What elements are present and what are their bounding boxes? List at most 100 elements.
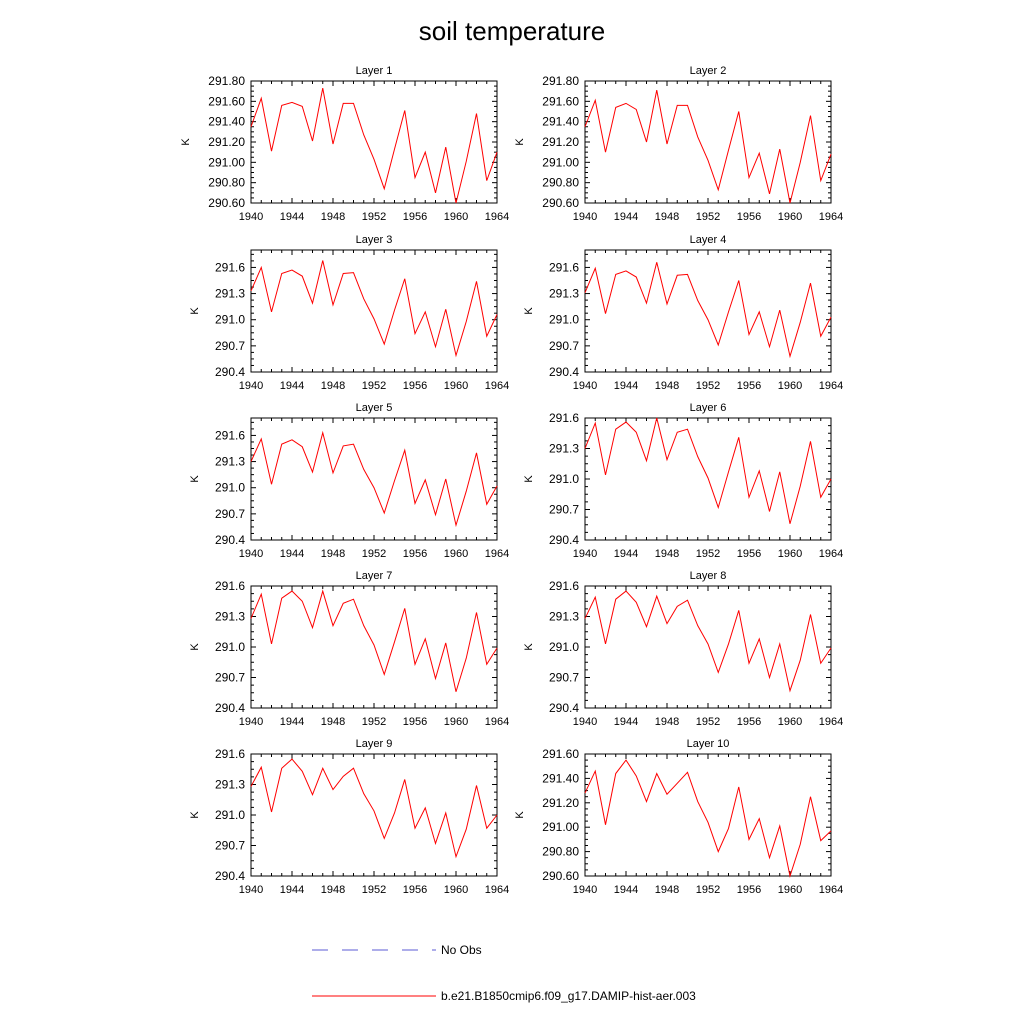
x-tick-label: 1948 (655, 548, 679, 560)
x-tick-label: 1944 (280, 884, 304, 896)
x-tick-label: 1960 (778, 380, 802, 392)
plot-frame (250, 585, 498, 709)
x-tick-label: 1964 (485, 884, 509, 896)
x-tick-label: 1960 (778, 548, 802, 560)
panel-9: Layer 9 K 1940 1944 1948 1952 1956 1960 1964 290.… (189, 738, 509, 896)
panel-title: Layer 5 (356, 402, 393, 414)
legend: No Obs b.e21.B1850cmip6.f09_g17.DAMIP-hi… (312, 943, 696, 1003)
x-tick-label: 1960 (444, 211, 468, 223)
x-tick-label: 1964 (819, 884, 843, 896)
y-tick-label: 291.6 (215, 260, 245, 274)
x-tick-label: 1944 (614, 380, 638, 392)
y-tick-label: 291.6 (215, 579, 245, 593)
panel-title: Layer 2 (690, 65, 727, 77)
panel-10: Layer 10 K 1940 1944 1948 1952 1956 1960 1964 290… (514, 738, 843, 896)
y-tick-label: 291.0 (215, 481, 245, 495)
x-tick-label: 1944 (280, 716, 304, 728)
y-tick-label: 291.6 (549, 579, 579, 593)
x-tick-label: 1960 (778, 884, 802, 896)
y-tick-label: 291.00 (542, 155, 579, 169)
x-tick-label: 1956 (737, 548, 761, 560)
y-tick-label: 290.4 (215, 869, 245, 883)
y-tick-label: 291.3 (215, 778, 245, 792)
panel-title: Layer 4 (690, 234, 727, 246)
x-tick-label: 1944 (614, 716, 638, 728)
x-tick-label: 1952 (696, 211, 720, 223)
y-axis-label: K (523, 643, 535, 651)
y-tick-label: 290.7 (549, 339, 579, 353)
y-tick-label: 291.6 (549, 411, 579, 425)
series-line (250, 589, 498, 692)
y-axis-label: K (189, 811, 201, 819)
x-tick-label: 1964 (819, 380, 843, 392)
y-tick-label: 290.60 (208, 196, 245, 210)
y-tick-label: 290.7 (215, 839, 245, 853)
y-tick-label: 291.20 (542, 135, 579, 149)
y-tick-label: 290.4 (549, 533, 579, 547)
legend-label-model: b.e21.B1850cmip6.f09_g17.DAMIP-hist-aer.… (441, 989, 696, 1003)
y-tick-label: 291.20 (542, 796, 579, 810)
x-tick-label: 1948 (655, 211, 679, 223)
y-axis-label: K (523, 307, 535, 315)
y-tick-label: 291.00 (542, 820, 579, 834)
x-tick-label: 1956 (403, 211, 427, 223)
plot-frame (584, 585, 832, 709)
y-tick-label: 290.4 (215, 533, 245, 547)
x-tick-label: 1960 (778, 211, 802, 223)
y-tick-label: 291.0 (549, 640, 579, 654)
x-tick-label: 1940 (573, 716, 597, 728)
x-tick-label: 1956 (403, 548, 427, 560)
x-tick-label: 1964 (485, 548, 509, 560)
legend-label-no-obs: No Obs (441, 943, 482, 957)
x-tick-label: 1944 (614, 211, 638, 223)
y-tick-label: 290.7 (215, 339, 245, 353)
panel-title: Layer 3 (356, 234, 393, 246)
panel-title: Layer 7 (356, 570, 393, 582)
y-axis-label: K (514, 138, 526, 146)
x-tick-label: 1956 (737, 380, 761, 392)
y-tick-label: 290.60 (542, 869, 579, 883)
y-tick-label: 290.7 (215, 671, 245, 685)
y-tick-label: 291.60 (542, 94, 579, 108)
x-tick-label: 1948 (321, 211, 345, 223)
x-tick-label: 1948 (321, 380, 345, 392)
x-tick-label: 1956 (403, 716, 427, 728)
x-tick-label: 1956 (737, 211, 761, 223)
x-tick-label: 1940 (239, 884, 263, 896)
panel-3: Layer 3 K 1940 1944 1948 1952 1956 1960 1964 290.… (189, 234, 509, 392)
chart-panels: Layer 1 K 1940 1944 1948 1952 1956 1960 1964 290.… (180, 65, 843, 896)
series-line (250, 430, 498, 528)
x-tick-label: 1940 (239, 211, 263, 223)
x-tick-label: 1940 (239, 380, 263, 392)
y-tick-label: 291.3 (215, 455, 245, 469)
x-tick-label: 1964 (485, 211, 509, 223)
x-tick-label: 1952 (696, 716, 720, 728)
panel-7: Layer 7 K 1940 1944 1948 1952 1956 1960 1964 290.… (189, 570, 509, 728)
y-tick-label: 291.40 (542, 115, 579, 129)
y-tick-label: 291.6 (215, 747, 245, 761)
y-axis-label: K (189, 475, 201, 483)
y-tick-label: 290.60 (542, 196, 579, 210)
series-line (250, 758, 498, 859)
y-tick-label: 291.6 (549, 260, 579, 274)
x-tick-label: 1952 (696, 380, 720, 392)
y-tick-label: 291.80 (208, 74, 245, 88)
x-tick-label: 1944 (614, 548, 638, 560)
panel-5: Layer 5 K 1940 1944 1948 1952 1956 1960 1964 290.… (189, 402, 509, 560)
x-tick-label: 1940 (573, 884, 597, 896)
y-axis-label: K (523, 475, 535, 483)
y-tick-label: 291.0 (215, 640, 245, 654)
panel-title: Layer 10 (687, 738, 730, 750)
y-tick-label: 291.0 (215, 313, 245, 327)
x-tick-label: 1948 (321, 716, 345, 728)
panel-4: Layer 4 K 1940 1944 1948 1952 1956 1960 1964 290.… (523, 234, 843, 392)
y-tick-label: 291.00 (208, 155, 245, 169)
y-tick-label: 290.4 (215, 701, 245, 715)
x-tick-label: 1964 (819, 716, 843, 728)
x-tick-label: 1948 (321, 884, 345, 896)
y-tick-label: 291.0 (549, 313, 579, 327)
x-tick-label: 1940 (239, 716, 263, 728)
y-tick-label: 291.40 (542, 771, 579, 785)
series-line (250, 260, 498, 358)
